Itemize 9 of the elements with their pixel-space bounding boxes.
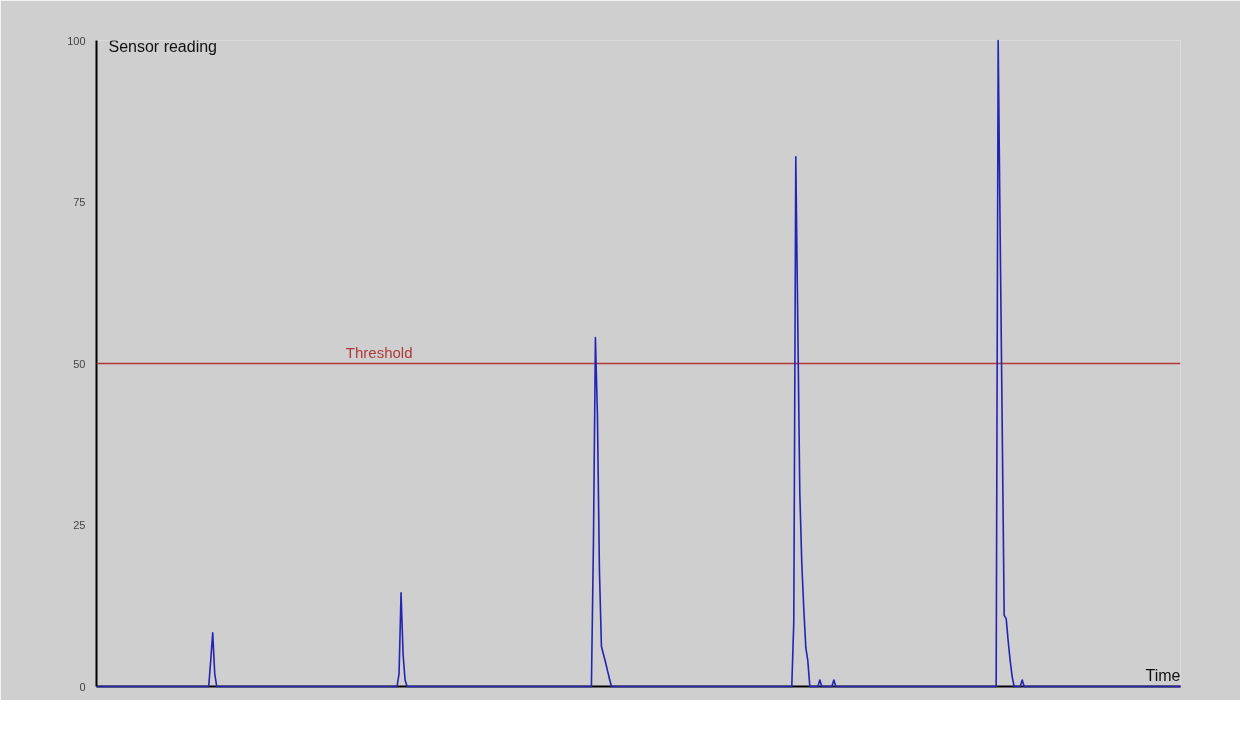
line-series — [95, 39, 1182, 688]
y-tick-label: 0 — [79, 680, 86, 693]
y-tick-label: 25 — [73, 519, 86, 531]
y-tick-label: 50 — [73, 357, 86, 370]
y-tick-label: 100 — [67, 34, 86, 47]
y-axis-title: Sensor reading — [108, 37, 218, 55]
y-tick-label: 75 — [73, 196, 86, 208]
ref-line-label: Threshold — [345, 343, 413, 361]
x-axis-title: Time — [1145, 666, 1181, 684]
